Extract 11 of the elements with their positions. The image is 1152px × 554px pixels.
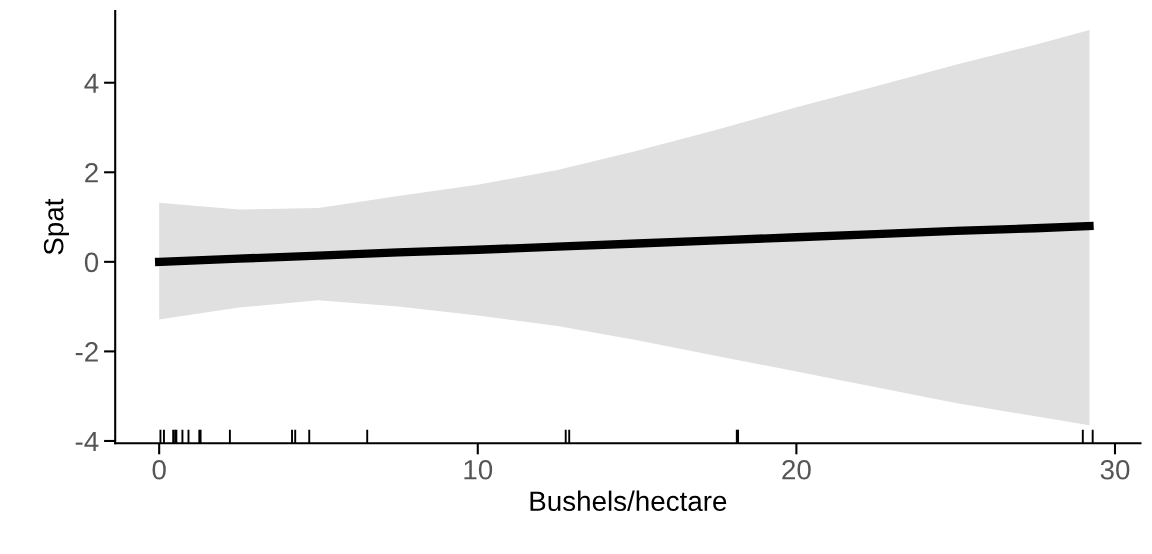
x-tick-label: 0 [152,459,166,480]
x-tick-label: 30 [1100,459,1130,480]
y-tick-label: 2 [85,162,98,183]
y-tick-label: 0 [84,252,99,273]
x-axis-title: Bushels/hectare [530,490,727,512]
y-tick-label: -4 [75,431,99,452]
y-axis-title: Spat [43,198,69,255]
x-tick-label: 10 [464,459,493,480]
y-tick-label: -2 [75,342,98,362]
x-tick-label: 20 [782,459,811,480]
y-tick-label: 4 [84,73,99,93]
